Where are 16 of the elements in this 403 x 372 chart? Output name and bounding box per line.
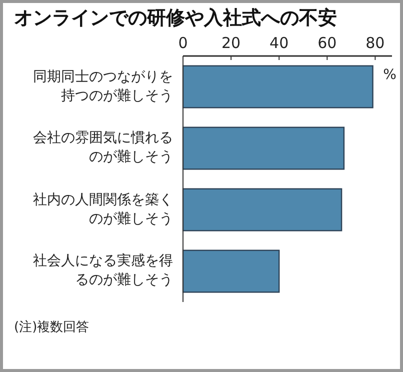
bar [182, 126, 345, 170]
bar [182, 250, 280, 293]
text: (注)複数回答 [14, 319, 90, 336]
x-axis-title: % [383, 67, 396, 83]
y-tick-label: 社会人になる実感を得るのが難しそう [32, 252, 173, 290]
y-tick-label: 同期同士のつながりを持つのが難しそう [32, 68, 173, 106]
chart-title: オンラインでの研修や入社式への不安 [14, 7, 337, 29]
x-tick-label: 40 [270, 34, 289, 52]
y-tick-label: 会社の雰囲気に慣れるのが難しそう [32, 129, 173, 168]
x-tick-label: 80 [366, 34, 385, 52]
bar [182, 188, 342, 232]
x-tick-label: 60 [318, 34, 337, 52]
x-tick-label: 20 [222, 34, 241, 52]
bar [182, 65, 374, 108]
x-tick-label: 0 [178, 34, 188, 52]
y-tick-label: 社内の人間関係を築くのが難しそう [32, 190, 173, 229]
